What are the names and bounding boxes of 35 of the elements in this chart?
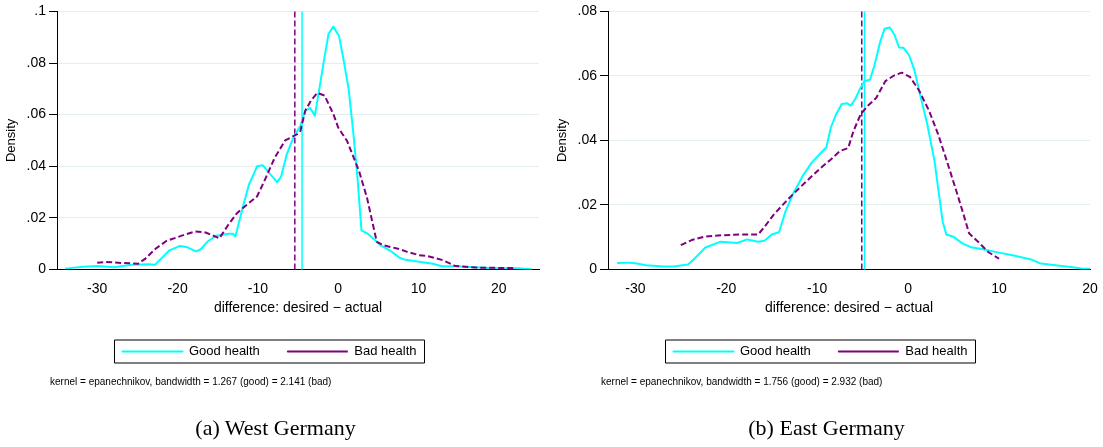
- text: kernel = epanechnikov, bandwidth = 1.267 (good) = 2.141 (bad): [50, 376, 332, 387]
- text: (a) West Germany: [194, 415, 357, 441]
- y-tick-label: .06: [577, 66, 598, 83]
- x-tick-label: 0: [904, 279, 913, 296]
- legend-label: Good health: [740, 343, 811, 359]
- text: (b) East Germany: [747, 415, 906, 441]
- x-tick-label: 20: [1082, 279, 1098, 296]
- y-tick-label: .04: [577, 131, 598, 148]
- y-tick-label: .06: [26, 105, 47, 122]
- x-tick-label: -10: [807, 279, 828, 296]
- text: kernel = epanechnikov, bandwidth = 1.756 (good) = 2.932 (bad): [601, 376, 883, 387]
- x-tick-label: -20: [167, 279, 188, 296]
- legend-label: Bad health: [905, 343, 968, 359]
- x-tick-label: 10: [991, 279, 1008, 296]
- y-tick-label: .08: [577, 2, 598, 19]
- y-tick-label: 0: [38, 260, 47, 277]
- y-tick-label: .1: [34, 2, 47, 19]
- y-tick-label: .08: [26, 53, 47, 70]
- y-axis-title: Density: [3, 118, 19, 163]
- x-tick-label: -10: [247, 279, 269, 296]
- x-axis-title: difference: desired − actual: [764, 299, 934, 316]
- x-tick-label: 0: [334, 279, 343, 296]
- x-tick-label: 20: [491, 279, 507, 296]
- y-axis-title: Density: [554, 118, 570, 163]
- x-tick-label: -30: [625, 279, 646, 296]
- y-tick-label: .02: [26, 208, 47, 225]
- y-tick-label: 0: [589, 260, 598, 277]
- legend-label: Good health: [189, 343, 260, 359]
- x-tick-label: -30: [87, 279, 108, 296]
- y-tick-label: .02: [577, 195, 598, 212]
- x-axis-title: difference: desired − actual: [213, 299, 383, 316]
- legend-label: Bad health: [354, 343, 417, 359]
- x-tick-label: -20: [716, 279, 737, 296]
- x-tick-label: 10: [410, 279, 427, 296]
- y-tick-label: .04: [26, 157, 47, 174]
